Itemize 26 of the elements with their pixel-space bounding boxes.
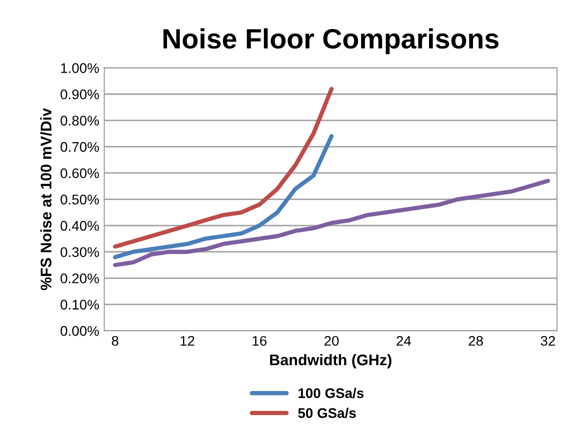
x-tick-label: 8	[112, 336, 118, 346]
y-tick-label: 0.50%	[60, 194, 99, 204]
x-tick-label: 28	[468, 336, 483, 346]
y-tick-label: 0.10%	[60, 300, 99, 310]
y-tick-label: 0.60%	[60, 168, 99, 178]
x-tick-label: 24	[396, 336, 411, 346]
x-axis-title: Bandwidth (GHz)	[270, 354, 392, 368]
y-tick-label: 1.00%	[61, 63, 99, 74]
y-tick-label: 0.20%	[60, 273, 99, 284]
y-tick-label: 0.30%	[60, 247, 99, 258]
y-tick-label: 0.80%	[60, 116, 99, 126]
y-axis-title: %FS Noise at 100 mV/Div	[40, 108, 52, 290]
x-tick-label: 12	[180, 336, 194, 346]
x-tick-label: 32	[540, 336, 555, 346]
line-series	[113, 86, 334, 249]
y-tick-label: 0.00%	[60, 326, 99, 336]
y-tick-label: 0.70%	[60, 142, 99, 152]
legend-label: 100 GSa/s	[298, 388, 364, 398]
x-tick-label: 20	[324, 336, 339, 346]
line-series	[113, 178, 550, 268]
line-series	[113, 134, 334, 260]
x-tick-label: 16	[252, 336, 266, 346]
y-tick-label: 0.90%	[60, 89, 99, 100]
legend-label: 50 GSa/s	[298, 408, 356, 418]
chart-title: Noise Floor Comparisons	[163, 28, 498, 54]
y-tick-label: 0.40%	[60, 220, 99, 231]
